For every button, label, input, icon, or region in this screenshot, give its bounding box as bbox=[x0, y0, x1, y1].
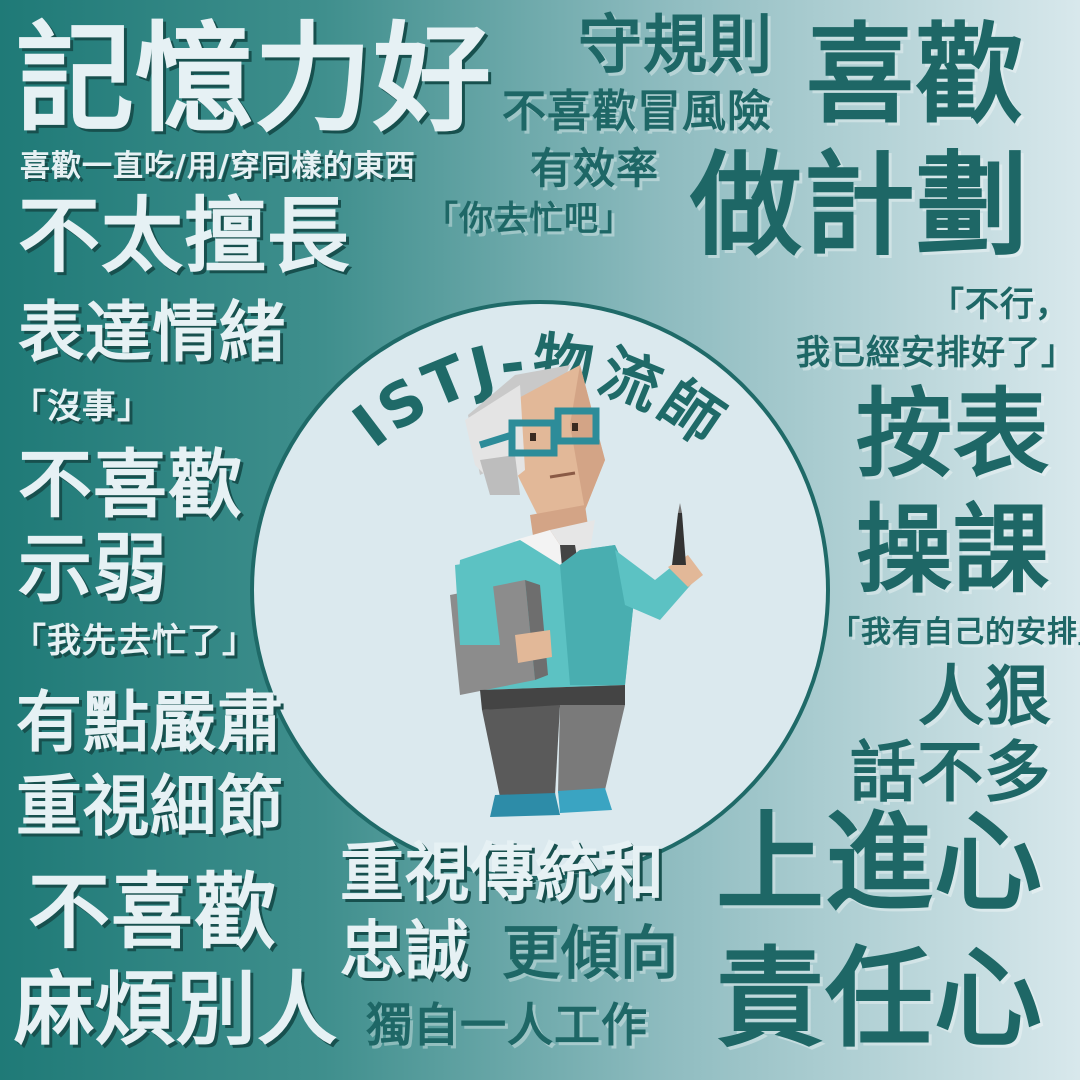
phrase-same-things: 喜歡一直吃/用/穿同樣的東西 bbox=[20, 149, 416, 184]
phrase-prefer: 更傾向 bbox=[502, 919, 680, 987]
phrase-me-busy: 「我先去忙了」 bbox=[12, 621, 257, 661]
phrase-express: 表達情緒 bbox=[18, 294, 286, 371]
phrase-memory: 記憶力好 bbox=[16, 10, 493, 148]
phrase-my-plan: 「我有自己的安排」 bbox=[830, 615, 1080, 650]
phrase-tradition-2: 忠誠 bbox=[340, 915, 470, 989]
phrase-not-good: 不太擅長 bbox=[18, 189, 351, 284]
phrase-go-busy: 「你去忙吧」 bbox=[424, 199, 634, 239]
phrase-tough: 人狠 bbox=[918, 658, 1052, 735]
phrase-nothing: 「沒事」 bbox=[12, 387, 152, 427]
phrase-dislike-weak-2: 示弱 bbox=[18, 526, 168, 612]
phrase-plan: 做計劃 bbox=[690, 141, 1029, 271]
phrase-rules: 守規則 bbox=[578, 9, 773, 83]
person-illustration bbox=[450, 365, 703, 817]
phrase-responsibility: 責任心 bbox=[716, 937, 1044, 1062]
phrase-few-words: 話不多 bbox=[850, 734, 1051, 811]
phrase-serious: 有點嚴肅 bbox=[16, 684, 284, 761]
phrase-no-way-1: 「不行， bbox=[930, 285, 1070, 325]
phrase-detail: 重視細節 bbox=[16, 768, 284, 845]
phrase-alone: 獨自一人工作 bbox=[366, 998, 648, 1052]
phrase-ambition: 上進心 bbox=[716, 801, 1044, 926]
phrase-schedule-2: 操課 bbox=[856, 494, 1050, 606]
phrase-dislike-trouble-1: 不喜歡 bbox=[28, 865, 278, 960]
phrase-schedule-1: 按表 bbox=[856, 378, 1050, 490]
phrase-efficient: 有效率 bbox=[530, 144, 660, 193]
phrase-dislike-trouble-2: 麻煩別人 bbox=[14, 963, 338, 1056]
phrase-tradition-1: 重視傳統和 bbox=[340, 837, 665, 911]
phrase-no-risk: 不喜歡冒風險 bbox=[502, 86, 772, 137]
phrase-dislike-weak-1: 不喜歡 bbox=[18, 442, 243, 528]
phrase-no-way-2: 我已經安排好了」 bbox=[796, 333, 1076, 373]
phrase-like: 喜歡 bbox=[806, 13, 1025, 138]
